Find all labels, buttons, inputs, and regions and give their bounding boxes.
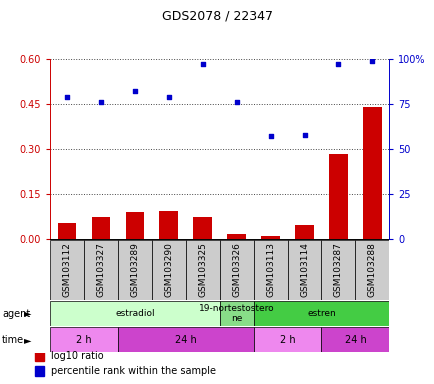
Bar bbox=[321, 240, 355, 300]
Bar bbox=[50, 327, 118, 352]
Text: GSM103327: GSM103327 bbox=[96, 242, 105, 297]
Text: GSM103325: GSM103325 bbox=[198, 242, 207, 297]
Text: GSM103290: GSM103290 bbox=[164, 242, 173, 297]
Bar bbox=[151, 240, 185, 300]
Text: 2 h: 2 h bbox=[279, 334, 295, 345]
Text: GSM103112: GSM103112 bbox=[62, 242, 71, 297]
Bar bbox=[50, 240, 84, 300]
Bar bbox=[58, 223, 76, 239]
Bar bbox=[227, 234, 245, 239]
Bar bbox=[185, 240, 219, 300]
Text: 2 h: 2 h bbox=[76, 334, 92, 345]
Bar bbox=[261, 236, 279, 239]
Text: log10 ratio: log10 ratio bbox=[51, 351, 103, 361]
Text: ►: ► bbox=[24, 308, 31, 319]
Point bbox=[368, 58, 375, 64]
Bar bbox=[35, 366, 44, 376]
Bar bbox=[118, 240, 151, 300]
Bar bbox=[50, 301, 219, 326]
Point bbox=[266, 133, 273, 139]
Text: ►: ► bbox=[24, 334, 31, 345]
Bar bbox=[287, 240, 321, 300]
Bar bbox=[159, 211, 178, 239]
Bar bbox=[253, 327, 321, 352]
Text: 24 h: 24 h bbox=[344, 334, 365, 345]
Bar bbox=[253, 301, 388, 326]
Bar bbox=[92, 217, 110, 239]
Point bbox=[233, 99, 240, 105]
Point bbox=[63, 94, 70, 100]
Text: GDS2078 / 22347: GDS2078 / 22347 bbox=[161, 10, 273, 23]
Point bbox=[334, 61, 341, 67]
Bar bbox=[362, 107, 381, 239]
Bar bbox=[321, 327, 388, 352]
Point bbox=[300, 131, 307, 137]
Text: agent: agent bbox=[2, 308, 30, 319]
Bar bbox=[125, 212, 144, 239]
Text: 24 h: 24 h bbox=[174, 334, 196, 345]
Point bbox=[131, 88, 138, 94]
Point bbox=[199, 61, 206, 67]
Bar bbox=[295, 225, 313, 239]
Bar bbox=[329, 154, 347, 239]
Bar bbox=[355, 240, 388, 300]
Bar bbox=[253, 240, 287, 300]
Point bbox=[165, 94, 172, 100]
Point bbox=[97, 99, 104, 105]
Bar bbox=[118, 327, 253, 352]
Text: estradiol: estradiol bbox=[115, 309, 155, 318]
Text: percentile rank within the sample: percentile rank within the sample bbox=[51, 366, 215, 376]
Bar bbox=[193, 217, 211, 239]
Text: GSM103288: GSM103288 bbox=[367, 242, 376, 297]
Bar bbox=[219, 301, 253, 326]
Text: GSM103287: GSM103287 bbox=[333, 242, 342, 297]
Text: estren: estren bbox=[306, 309, 335, 318]
Text: GSM103113: GSM103113 bbox=[266, 242, 274, 297]
Bar bbox=[219, 240, 253, 300]
Text: GSM103326: GSM103326 bbox=[232, 242, 240, 297]
Bar bbox=[84, 240, 118, 300]
Bar bbox=[35, 351, 44, 361]
Text: GSM103114: GSM103114 bbox=[299, 242, 308, 297]
Text: 19-nortestostero
ne: 19-nortestostero ne bbox=[198, 304, 274, 323]
Text: time: time bbox=[2, 334, 24, 345]
Text: GSM103289: GSM103289 bbox=[130, 242, 139, 297]
